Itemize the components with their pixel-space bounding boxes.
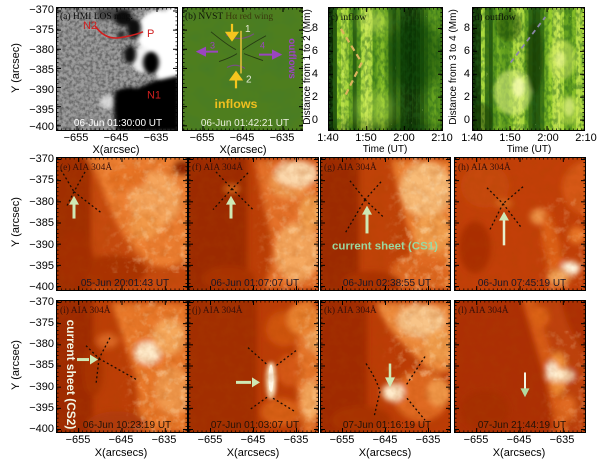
svg-text:(e) AIA 304Å: (e) AIA 304Å: [60, 161, 112, 173]
svg-text:06-Jun 10:23:19 UT: 06-Jun 10:23:19 UT: [83, 420, 171, 431]
svg-text:07-Jun 01:16:19 UT: 07-Jun 01:16:19 UT: [343, 420, 431, 431]
svg-text:05-Jun 20:01:43 UT: 05-Jun 20:01:43 UT: [81, 278, 169, 289]
svg-text:N2: N2: [83, 20, 97, 32]
svg-text:3: 3: [210, 41, 215, 51]
svg-text:2: 2: [246, 74, 252, 85]
svg-text:(c) inflow: (c) inflow: [329, 12, 367, 23]
svg-text:inflows: inflows: [214, 97, 257, 111]
svg-text:4: 4: [260, 41, 265, 51]
svg-text:1: 1: [245, 24, 251, 35]
svg-text:(h) AIA 304Å: (h) AIA 304Å: [458, 161, 511, 173]
svg-text:(f) AIA 304Å: (f) AIA 304Å: [192, 161, 243, 173]
svg-text:(k) AIA 304Å: (k) AIA 304Å: [324, 304, 377, 316]
svg-text:(l) AIA 304Å: (l) AIA 304Å: [458, 304, 509, 316]
svg-text:(d) outflow: (d) outflow: [473, 12, 517, 23]
svg-text:(b) NVST Hα red wing: (b) NVST Hα red wing: [185, 11, 273, 22]
svg-text:current sheet (CS1): current sheet (CS1): [332, 240, 438, 252]
svg-text:06-Jun 01:30:00 UT: 06-Jun 01:30:00 UT: [74, 118, 162, 129]
svg-text:P: P: [147, 28, 154, 40]
svg-text:(g) AIA 304Å: (g) AIA 304Å: [324, 161, 377, 173]
svg-text:(a) HMI LOS mag.: (a) HMI LOS mag.: [60, 11, 133, 22]
svg-text:outflows: outflows: [286, 38, 297, 79]
svg-text:06-Jun 01:42:21 UT: 06-Jun 01:42:21 UT: [201, 118, 289, 129]
svg-text:(j) AIA 304Å: (j) AIA 304Å: [192, 304, 243, 316]
svg-text:06-Jun 01:07:07 UT: 06-Jun 01:07:07 UT: [211, 278, 299, 289]
svg-text:06-Jun 07:45:19 UT: 06-Jun 07:45:19 UT: [478, 278, 566, 289]
svg-text:N1: N1: [147, 89, 161, 101]
svg-text:06-Jun 02:38:55 UT: 06-Jun 02:38:55 UT: [343, 278, 431, 289]
svg-text:current sheet (CS2): current sheet (CS2): [64, 320, 78, 430]
svg-text:(i) AIA 304Å: (i) AIA 304Å: [60, 304, 111, 316]
svg-text:07-Jun 21:44:19 UT: 07-Jun 21:44:19 UT: [478, 420, 566, 431]
svg-text:07-Jun 01:03:07 UT: 07-Jun 01:03:07 UT: [211, 420, 299, 431]
